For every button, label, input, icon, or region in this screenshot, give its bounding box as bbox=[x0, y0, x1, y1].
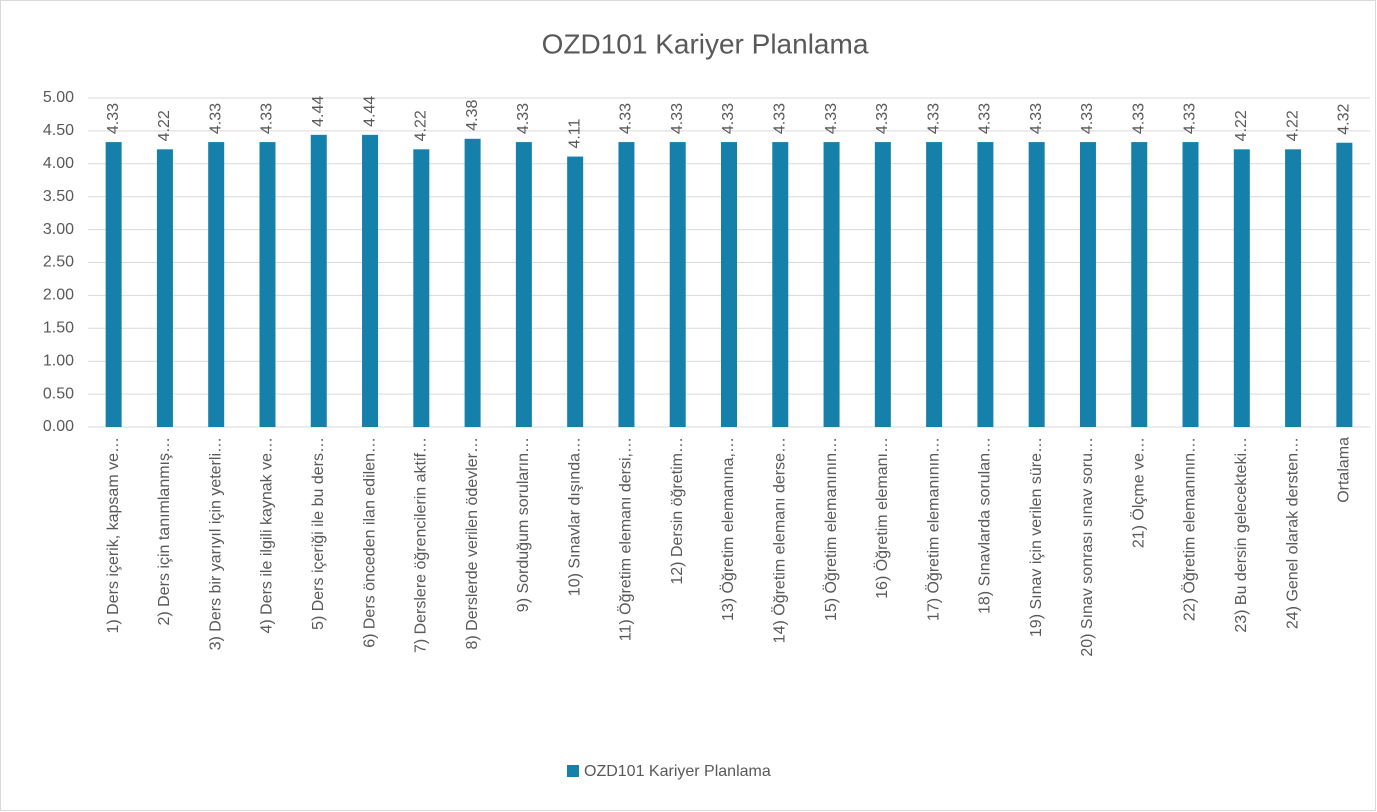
x-tick-label: 7) Derslere öğrencilerin aktif… bbox=[413, 437, 430, 653]
value-label: 4.22 bbox=[413, 110, 430, 141]
x-tick-label: 9) Sorduğum soruların… bbox=[515, 437, 532, 612]
x-tick-label: 23) Bu dersin gelecekteki… bbox=[1233, 437, 1250, 633]
bar bbox=[259, 142, 276, 427]
value-label: 4.22 bbox=[1284, 110, 1301, 141]
y-tick-label: 1.00 bbox=[43, 352, 74, 369]
value-label: 4.33 bbox=[105, 103, 122, 134]
value-label: 4.33 bbox=[771, 103, 788, 134]
x-tick-label: 20) Sınav sonrası sınav soru… bbox=[1079, 437, 1096, 657]
bar bbox=[1028, 142, 1045, 427]
x-tick-label: 13) Öğretim elemanına,… bbox=[719, 437, 737, 621]
y-tick-label: 0.50 bbox=[43, 385, 74, 402]
value-label: 4.11 bbox=[566, 119, 583, 149]
value-label: 4.44 bbox=[361, 96, 378, 127]
x-tick-label: 21) Ölçme ve… bbox=[1129, 437, 1147, 548]
y-tick-label: 0.00 bbox=[43, 418, 74, 435]
value-label: 4.33 bbox=[720, 103, 737, 134]
x-tick-label: 12) Dersin öğretim… bbox=[669, 437, 686, 585]
value-label: 4.22 bbox=[156, 110, 173, 141]
x-tick-label: 14) Öğretim elemanı derse… bbox=[770, 437, 788, 643]
x-tick-label: 10) Sınavlar dışında… bbox=[566, 437, 583, 596]
value-label: 4.33 bbox=[1182, 103, 1199, 134]
bar bbox=[362, 134, 379, 427]
x-tick-label: Ortalama bbox=[1336, 437, 1353, 503]
bar bbox=[1336, 142, 1353, 427]
bar bbox=[464, 138, 481, 427]
y-tick-label: 3.50 bbox=[43, 188, 74, 205]
bar bbox=[567, 156, 584, 427]
value-label: 4.33 bbox=[925, 103, 942, 134]
value-label: 4.33 bbox=[1028, 103, 1045, 134]
bar bbox=[823, 142, 840, 427]
bar bbox=[208, 142, 225, 427]
bar bbox=[515, 142, 532, 427]
bar bbox=[105, 142, 122, 427]
x-tick-label: 3) Ders bir yarıyıl için yeterli… bbox=[207, 437, 224, 650]
x-tick-label: 16) Öğretim elemanı… bbox=[873, 437, 891, 599]
bar bbox=[413, 149, 430, 427]
y-tick-label: 2.50 bbox=[43, 254, 74, 271]
bar bbox=[1079, 142, 1096, 427]
x-tick-label: 2) Ders için tanımlanmış… bbox=[156, 437, 173, 626]
x-tick-label: 4) Ders ile ilgili kaynak ve… bbox=[259, 437, 276, 634]
value-label: 4.33 bbox=[874, 103, 891, 134]
x-tick-label: 1) Ders içerik, kapsam ve… bbox=[105, 437, 122, 634]
value-label: 4.32 bbox=[1336, 104, 1353, 135]
bar bbox=[156, 149, 173, 427]
value-label: 4.44 bbox=[310, 96, 327, 127]
bar bbox=[721, 142, 737, 427]
x-tick-label: 18) Sınavlarda sorulan… bbox=[977, 437, 994, 614]
chart-title: OZD101 Kariyer Planlama bbox=[542, 28, 869, 59]
y-tick-label: 4.50 bbox=[43, 122, 74, 139]
x-tick-label: 19) Sınav için verilen süre… bbox=[1028, 437, 1045, 637]
bar bbox=[1182, 142, 1199, 427]
value-label: 4.33 bbox=[207, 103, 224, 134]
x-tick-label: 15) Öğretim elemanının… bbox=[822, 437, 840, 621]
y-tick-label: 2.00 bbox=[43, 287, 74, 304]
bar bbox=[669, 142, 686, 427]
x-tick-label: 5) Ders içeriği ile bu ders… bbox=[310, 437, 327, 630]
value-label: 4.33 bbox=[1079, 103, 1096, 134]
x-tick-label: 17) Öğretim elemanının… bbox=[924, 437, 942, 621]
x-tick-label: 24) Genel olarak dersten… bbox=[1284, 437, 1301, 629]
y-tick-label: 3.00 bbox=[43, 221, 74, 238]
bar bbox=[1233, 149, 1250, 427]
value-label: 4.33 bbox=[669, 103, 686, 134]
bar bbox=[618, 142, 635, 427]
value-label: 4.33 bbox=[618, 103, 635, 134]
bar bbox=[310, 134, 327, 427]
value-label: 4.33 bbox=[515, 103, 532, 134]
y-tick-label: 5.00 bbox=[43, 89, 74, 106]
value-label: 4.33 bbox=[977, 103, 994, 134]
y-tick-label: 4.00 bbox=[43, 155, 74, 172]
legend-label: OZD101 Kariyer Planlama bbox=[584, 763, 771, 780]
bar bbox=[926, 142, 943, 427]
bar bbox=[874, 142, 891, 427]
value-label: 4.33 bbox=[1130, 103, 1147, 134]
x-tick-label: 8) Derslerde verilen ödevler… bbox=[464, 437, 481, 650]
value-label: 4.33 bbox=[823, 103, 840, 134]
bar bbox=[1131, 142, 1148, 427]
value-label: 4.38 bbox=[464, 100, 481, 131]
bar bbox=[1285, 149, 1302, 427]
x-tick-label: 6) Ders önceden ilan edilen… bbox=[361, 437, 378, 648]
x-tick-label: 11) Öğretim elemanı dersi,… bbox=[617, 437, 635, 641]
y-tick-label: 1.50 bbox=[43, 320, 74, 337]
x-tick-label: 22) Öğretim elemanının… bbox=[1181, 437, 1199, 621]
legend-swatch bbox=[567, 765, 579, 777]
value-label: 4.33 bbox=[259, 103, 276, 134]
value-label: 4.22 bbox=[1233, 110, 1250, 141]
bar bbox=[977, 142, 994, 427]
bar bbox=[772, 142, 789, 427]
